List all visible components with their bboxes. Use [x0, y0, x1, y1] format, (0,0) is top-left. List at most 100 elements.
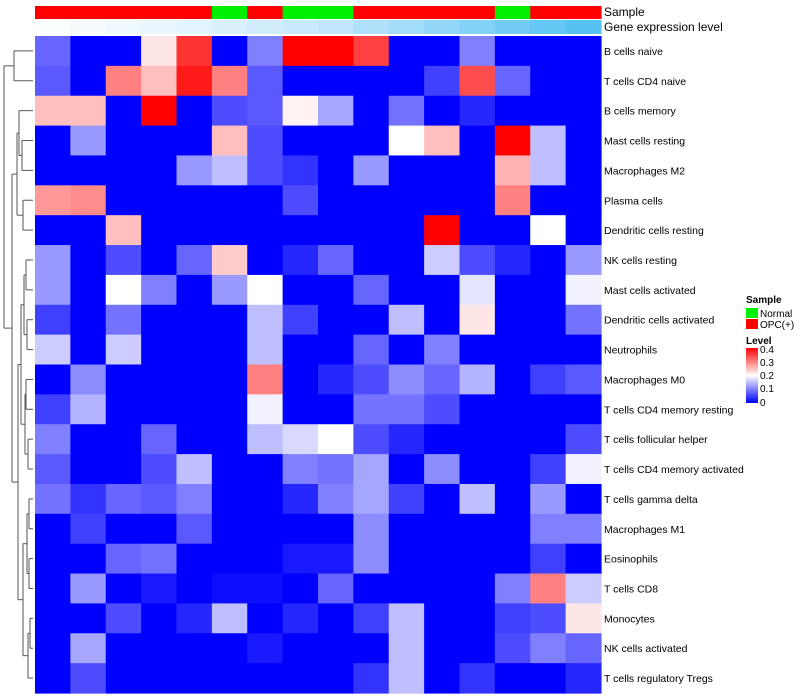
heatmap-cell [141, 633, 178, 664]
heatmap-cell [247, 513, 284, 545]
heatmap-cell [494, 215, 531, 246]
sample-legend: Sample Normal OPC(+) [746, 295, 794, 331]
heatmap-cell [494, 513, 531, 545]
heatmap-cell [494, 394, 531, 425]
heatmap-cell [459, 543, 496, 575]
gene-annotation-cell [70, 20, 107, 34]
gene-annotation-cell [459, 20, 496, 34]
heatmap-cell [318, 394, 354, 425]
heatmap-cell [530, 483, 567, 515]
heatmap-cell [247, 274, 284, 306]
heatmap-cell [35, 454, 71, 485]
heatmap-cell [424, 215, 461, 246]
sample-annotation-cell [494, 6, 531, 19]
heatmap-cell [247, 454, 284, 485]
heatmap-cell [353, 274, 390, 306]
heatmap-cell [424, 65, 461, 97]
heatmap-cell [35, 543, 71, 575]
heatmap-cell [176, 215, 213, 246]
heatmap-cell [141, 215, 178, 246]
heatmap-cell [353, 424, 390, 455]
heatmap-cell [282, 364, 319, 395]
gene-annotation-cell [565, 20, 602, 34]
heatmap-cell [35, 274, 71, 306]
heatmap-cell [176, 663, 213, 694]
heatmap-cell [35, 65, 71, 97]
heatmap-cell [105, 394, 142, 425]
heatmap-cell [494, 633, 531, 664]
row-label: B cells naive [604, 46, 663, 58]
heatmap-cell [565, 155, 602, 186]
heatmap-cell [388, 245, 425, 276]
heatmap-cell [424, 603, 461, 634]
heatmap-cell [459, 483, 496, 515]
heatmap-cell [565, 394, 602, 425]
heatmap-cell [424, 454, 461, 485]
heatmap-cell [211, 245, 248, 276]
heatmap-cell [211, 304, 248, 336]
heatmap-cell [35, 483, 71, 515]
heatmap-cell [70, 125, 107, 157]
heatmap-cell [424, 364, 461, 395]
heatmap-cell [494, 125, 531, 157]
sample-annotation-cell [282, 6, 319, 19]
heatmap-cell [70, 304, 107, 336]
heatmap-cell [388, 454, 425, 485]
heatmap-cell [141, 573, 178, 605]
heatmap-cell [247, 155, 284, 186]
heatmap-cell [530, 185, 567, 216]
heatmap-cell [388, 364, 425, 395]
heatmap-cell [565, 125, 602, 157]
heatmap-cell [70, 603, 107, 634]
heatmap-cell [105, 334, 142, 366]
heatmap-cell [318, 304, 354, 336]
heatmap-cell [459, 424, 496, 455]
heatmap-cell [176, 424, 213, 455]
heatmap-cell [282, 155, 319, 186]
heatmap-cell [211, 573, 248, 605]
heatmap-cell [388, 304, 425, 336]
heatmap-cell [565, 304, 602, 336]
heatmap-cell [35, 155, 71, 186]
heatmap-cell [70, 245, 107, 276]
heatmap-cell [247, 125, 284, 157]
heatmap-cell [176, 274, 213, 306]
sample-annotation-cell [70, 6, 107, 19]
heatmap-cell [318, 215, 354, 246]
heatmap-cell [353, 394, 390, 425]
heatmap-cell [176, 513, 213, 545]
heatmap-cell [105, 274, 142, 306]
heatmap-cell [247, 185, 284, 216]
legend-label-normal: Normal [760, 309, 792, 320]
heatmap-cell [530, 36, 567, 67]
heatmap-cell [494, 603, 531, 634]
heatmap-cell [35, 573, 71, 605]
heatmap-cell [530, 633, 567, 664]
heatmap-cell [459, 95, 496, 127]
heatmap-cell [459, 603, 496, 634]
sample-annotation-cell [141, 6, 178, 19]
heatmap-cell [459, 245, 496, 276]
heatmap-cell [247, 633, 284, 664]
heatmap-cell [565, 185, 602, 216]
heatmap-cell [141, 274, 178, 306]
heatmap-cell [388, 513, 425, 545]
heatmap-cell [35, 424, 71, 455]
heatmap-cell [176, 483, 213, 515]
heatmap-cell [530, 424, 567, 455]
heatmap-cell [282, 65, 319, 97]
heatmap-cell [353, 334, 390, 366]
heatmap-cell [105, 215, 142, 246]
gene-annotation-cell [388, 20, 425, 34]
heatmap-cell [353, 65, 390, 97]
heatmap-cell [211, 513, 248, 545]
heatmap-cell [282, 633, 319, 664]
level-tick-0: 0 [760, 398, 766, 409]
sample-annotation-cell [247, 6, 284, 19]
heatmap-cell [353, 573, 390, 605]
heatmap-cell [282, 274, 319, 306]
row-label: T cells gamma delta [604, 494, 698, 506]
heatmap-cell [282, 483, 319, 515]
level-tick-0.3: 0.3 [760, 358, 774, 369]
heatmap-cell [141, 36, 178, 67]
